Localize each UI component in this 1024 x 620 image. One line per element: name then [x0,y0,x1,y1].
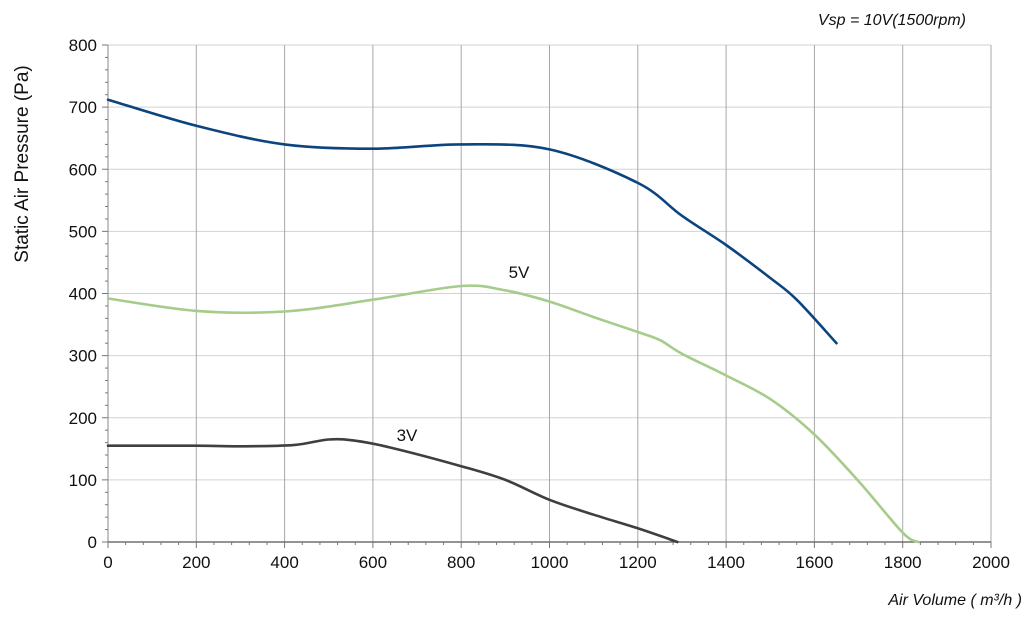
y-tick-label: 600 [69,160,97,179]
x-tick-label: 400 [270,553,298,572]
axes [102,44,992,548]
x-tick-label: 2000 [972,553,1010,572]
x-tick-label: 1800 [884,553,922,572]
x-axis-title: Air Volume ( m³/h ) [887,592,1022,609]
grid [108,44,992,542]
x-tick-label: 600 [359,553,387,572]
series-10v-line [106,98,838,345]
y-tick-label: 0 [88,533,97,552]
y-axis-title: Static Air Pressure (Pa) [12,65,33,262]
x-tick-label: 1400 [707,553,745,572]
x-tick-label: 200 [182,553,210,572]
x-tick-label: 1000 [531,553,569,572]
y-tick-label: 700 [69,98,97,117]
x-tick-label: 1600 [795,553,833,572]
y-axis-ticks: 0 100 200 300 400 500 600 700 800 [69,36,97,552]
series-label-5v: 5V [509,263,530,282]
series-3v-line [106,437,679,544]
y-tick-label: 300 [69,347,97,366]
x-tick-label: 0 [103,553,112,572]
speed-annotation: Vsp = 10V(1500rpm) [818,12,966,29]
x-tick-label: 800 [447,553,475,572]
series-label-3v: 3V [397,426,418,445]
series-layer [106,98,920,544]
y-tick-label: 800 [69,36,97,55]
series-5v-line [106,284,920,544]
x-tick-label: 1200 [619,553,657,572]
series-labels: 5V 3V [397,263,530,445]
y-tick-label: 200 [69,409,97,428]
y-tick-label: 500 [69,222,97,241]
y-tick-label: 100 [69,471,97,490]
y-tick-label: 400 [69,285,97,304]
x-axis-ticks: 0 200 400 600 800 1000 1200 1400 1600 1800 2000 [103,553,1010,572]
